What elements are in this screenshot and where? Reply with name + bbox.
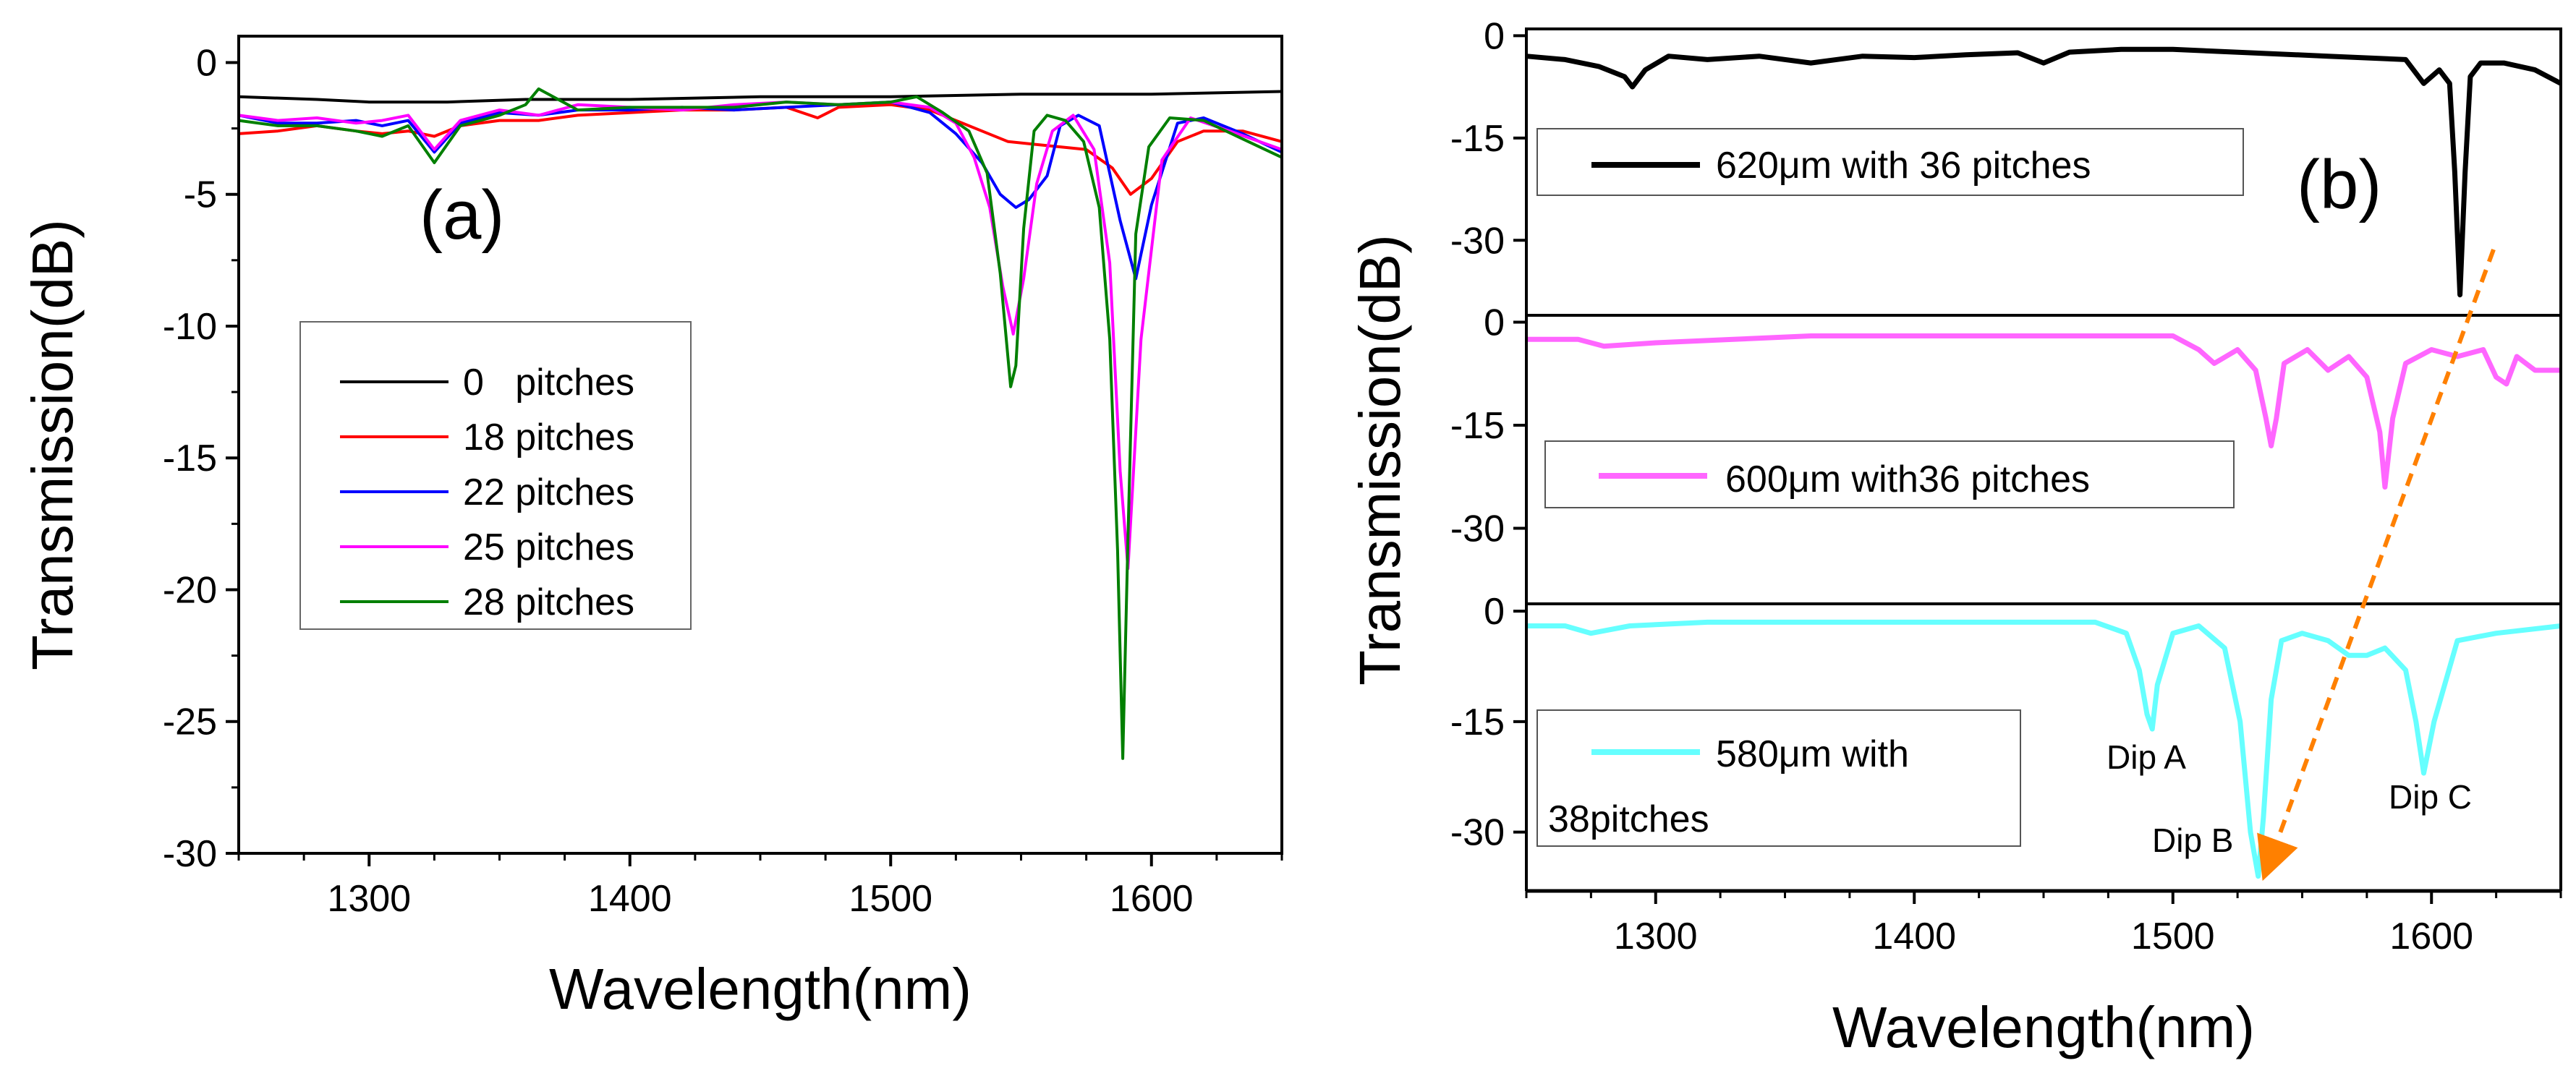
panel-b-legend-middle-label: 600μm with36 pitches — [1725, 458, 2090, 500]
panel-b-y-tick-label: -30 — [1450, 508, 1505, 550]
panel-a-x-tick-label: 1600 — [1110, 878, 1194, 920]
panel-a-y-tick-label: -5 — [184, 174, 217, 216]
dip-b-label: Dip B — [2152, 822, 2233, 859]
panel-b-y-tick-label: 0 — [1484, 591, 1505, 633]
panel-a-y-axis-title: Transmission(dB) — [20, 219, 85, 670]
panel-a-legend-label-0: 0 pitches — [463, 362, 634, 404]
panel-b-y-tick-label: 0 — [1484, 15, 1505, 57]
panel-b-x-tick-label: 1300 — [1614, 916, 1698, 957]
panel-b-ticks: 0 -15 -30 0 -15 -30 0 -15 -30 1300 1400 1500 1600 — [1450, 15, 2562, 957]
panel-b-series — [1526, 46, 2562, 879]
panel-b-x-tick-label: 1500 — [2131, 916, 2215, 957]
panel-b-series-line-1 — [1526, 333, 2561, 490]
panel-b-legend-bottom: 580μm with 38pitches — [1536, 709, 2021, 847]
panel-a-x-tick-label: 1300 — [327, 878, 411, 920]
panel-b-x-tick-label: 1400 — [1872, 916, 1956, 957]
panel-a-y-tick-label: -10 — [163, 306, 217, 348]
panel-a-label: (a) — [420, 176, 504, 254]
panel-a-series-line-0 — [238, 90, 1283, 104]
panel-a-ticks: 1300 1400 1500 1600 0 -5 -10 -15 -20 -25 -30 — [163, 42, 1283, 920]
panel-b-legend-bottom-box — [1536, 709, 2021, 847]
dip-a-label: Dip A — [2107, 738, 2186, 776]
dip-c-label: Dip C — [2389, 778, 2472, 816]
panel-b-y-tick-label: -15 — [1450, 405, 1505, 447]
panel-a-series-line-4 — [238, 87, 1283, 760]
panel-a-legend-label-4: 28 pitches — [463, 581, 634, 623]
panel-a-series — [238, 87, 1283, 760]
panel-a-series-line-3 — [238, 101, 1283, 571]
panel-b-x-tick-label: 1600 — [2389, 916, 2473, 957]
panel-a-y-tick-label: -15 — [163, 438, 217, 479]
panel-b-legend-bottom-label-line1: 580μm with — [1716, 733, 1909, 775]
panel-a-x-axis-title: Wavelength(nm) — [549, 957, 972, 1021]
panel-b-series-line-2 — [1526, 619, 2562, 879]
panel-a-y-tick-label: -20 — [163, 569, 217, 611]
panel-b-y-tick-label: -15 — [1450, 118, 1505, 160]
panel-a-y-tick-label: -25 — [163, 701, 217, 743]
panel-b-x-axis-title: Wavelength(nm) — [1832, 995, 2255, 1059]
panel-a-legend-box — [299, 321, 692, 630]
panel-b-y-tick-label: -30 — [1450, 220, 1505, 262]
panel-a-x-tick-label: 1400 — [588, 878, 672, 920]
panel-b-y-axis-title: Transmission(dB) — [1348, 234, 1412, 686]
panel-b-y-tick-label: 0 — [1484, 302, 1505, 344]
panel-a-legend-label-3: 25 pitches — [463, 526, 634, 568]
panel-a-chart: 1300 1400 1500 1600 0 -5 -10 -15 -20 -25 -30 (a) 0… — [20, 35, 1283, 1021]
panel-a-y-tick-label: -30 — [163, 833, 217, 875]
panel-a-legend-label-1: 18 pitches — [463, 417, 634, 458]
dip-shift-arrow — [2257, 248, 2496, 882]
panel-a-y-tick-label: 0 — [196, 42, 217, 84]
panel-b-y-tick-label: -30 — [1450, 812, 1505, 854]
panel-b-legend-bottom-label-line2: 38pitches — [1548, 798, 1709, 840]
panel-a-legend-label-2: 22 pitches — [463, 472, 634, 513]
panel-b-chart: 0 -15 -30 0 -15 -30 0 -15 -30 1300 1400 1500 1600 62… — [1348, 15, 2562, 1059]
panel-a-x-tick-label: 1500 — [849, 878, 932, 920]
panel-b-y-tick-label: -15 — [1450, 701, 1505, 743]
panel-a-series-line-2 — [238, 101, 1283, 281]
panel-b-legend-top-label: 620μm with 36 pitches — [1716, 145, 2091, 187]
panel-b-legend-top: 620μm with 36 pitches — [1536, 128, 2244, 196]
panel-b-legend-middle: 600μm with36 pitches — [1544, 440, 2235, 508]
panel-b-label: (b) — [2297, 146, 2381, 223]
panel-b-series-line-0 — [1526, 46, 2562, 298]
panel-b-plot-frame — [1525, 27, 2562, 891]
panel-a-legend: 0 pitches 18 pitches 22 pitches 25 pitches 2… — [299, 321, 692, 630]
